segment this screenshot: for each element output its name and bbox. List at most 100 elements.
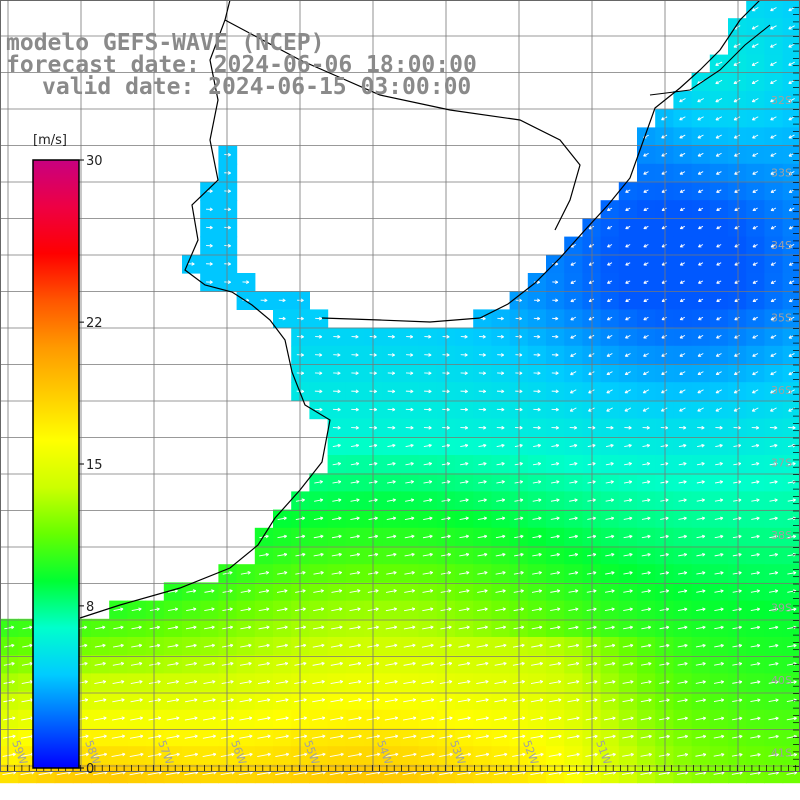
wind-arrow bbox=[384, 753, 399, 757]
wind-arrow bbox=[423, 481, 432, 484]
wind-arrow bbox=[659, 699, 670, 703]
wind-arrow bbox=[787, 626, 797, 630]
wind-arrow bbox=[678, 444, 687, 447]
wind-arrow bbox=[714, 590, 724, 593]
wind-arrow bbox=[493, 771, 508, 776]
wind-arrow bbox=[384, 699, 398, 703]
wind-arrow bbox=[695, 681, 706, 684]
wind-arrow bbox=[750, 717, 761, 721]
wind-arrow bbox=[276, 608, 288, 612]
wind-arrow bbox=[113, 626, 124, 630]
wind-arrow bbox=[385, 644, 398, 648]
wind-arrow bbox=[586, 572, 597, 575]
wind-arrow bbox=[476, 644, 489, 648]
wind-arrow bbox=[94, 644, 106, 648]
wind-arrow bbox=[257, 717, 271, 721]
wind-arrow bbox=[257, 753, 271, 757]
wind-arrow bbox=[606, 389, 613, 394]
wind-arrow bbox=[203, 717, 216, 721]
wind-arrow bbox=[3, 662, 15, 666]
wind-arrow bbox=[221, 662, 234, 666]
wind-arrow bbox=[239, 662, 252, 666]
wind-arrow bbox=[715, 389, 722, 394]
wind-arrow bbox=[752, 407, 759, 412]
wind-arrow bbox=[330, 680, 343, 685]
wind-arrow bbox=[495, 626, 506, 630]
wind-arrow bbox=[129, 771, 144, 776]
wind-arrow bbox=[422, 590, 433, 593]
wind-arrow bbox=[404, 553, 415, 557]
wind-arrow bbox=[421, 662, 434, 666]
wind-arrow bbox=[768, 699, 779, 703]
wind-arrow bbox=[532, 571, 542, 575]
wind-arrow bbox=[130, 662, 143, 666]
wind-arrow bbox=[551, 462, 560, 466]
wind-arrow bbox=[769, 444, 778, 448]
wind-arrow bbox=[731, 735, 743, 739]
wind-arrow bbox=[715, 371, 722, 375]
wind-arrow bbox=[3, 699, 15, 703]
wind-arrow bbox=[586, 644, 597, 648]
wind-arrow bbox=[458, 590, 470, 593]
wind-arrow bbox=[458, 608, 470, 612]
wind-arrow bbox=[788, 116, 795, 121]
wind-arrow bbox=[258, 626, 270, 630]
wind-arrow bbox=[715, 462, 723, 466]
wind-arrow bbox=[586, 553, 597, 557]
wind-arrow bbox=[733, 407, 741, 412]
wind-arrow bbox=[768, 753, 779, 757]
wind-arrow bbox=[677, 626, 688, 630]
wind-arrow bbox=[570, 371, 577, 376]
colorbar-tick-label: 30 bbox=[86, 154, 103, 169]
wind-arrow bbox=[752, 98, 759, 103]
wind-arrow bbox=[788, 43, 795, 48]
wind-arrow bbox=[402, 753, 417, 757]
wind-arrow bbox=[313, 571, 324, 575]
wind-arrow bbox=[168, 590, 178, 593]
wind-arrow bbox=[752, 116, 759, 121]
wind-arrow bbox=[457, 753, 471, 757]
wind-arrow bbox=[733, 462, 741, 466]
wind-arrow bbox=[475, 753, 489, 757]
wind-arrow bbox=[38, 771, 53, 776]
wind-arrow bbox=[786, 717, 797, 721]
wind-arrow bbox=[332, 517, 342, 520]
wind-arrow bbox=[750, 663, 761, 666]
wind-arrow bbox=[238, 753, 253, 757]
wind-arrow bbox=[622, 772, 634, 775]
wind-arrow bbox=[476, 699, 489, 703]
wind-arrow bbox=[331, 590, 342, 593]
wind-arrow bbox=[240, 608, 251, 612]
latitude-label: 40S bbox=[771, 674, 792, 687]
wind-arrow bbox=[257, 699, 271, 703]
wind-arrow bbox=[185, 699, 198, 703]
lat-lon-grid bbox=[0, 0, 800, 772]
wind-arrow bbox=[530, 717, 544, 721]
wind-arrow bbox=[732, 626, 742, 630]
wind-arrow bbox=[568, 608, 579, 612]
latitude-label: 39S bbox=[771, 602, 792, 615]
wind-arrow bbox=[350, 444, 359, 448]
wind-arrow bbox=[642, 481, 651, 484]
wind-arrow bbox=[678, 572, 687, 575]
wind-arrow bbox=[678, 553, 687, 557]
wind-arrow bbox=[568, 572, 578, 575]
wind-arrow bbox=[606, 371, 613, 375]
wind-arrow bbox=[769, 481, 778, 484]
wind-arrow bbox=[276, 680, 289, 685]
wind-arrow bbox=[788, 98, 795, 103]
wind-arrow bbox=[625, 353, 631, 357]
wind-arrow bbox=[715, 134, 722, 139]
wind-arrow bbox=[733, 499, 742, 502]
wind-arrow bbox=[495, 590, 506, 593]
wind-arrow bbox=[770, 61, 777, 66]
wind-arrow bbox=[531, 644, 543, 648]
wind-arrow bbox=[478, 462, 487, 466]
wind-arrow bbox=[130, 699, 143, 703]
wind-arrow bbox=[751, 462, 760, 466]
wind-arrow bbox=[93, 735, 107, 739]
wind-arrow bbox=[293, 771, 308, 776]
wind-arrow bbox=[204, 626, 215, 630]
wind-arrow bbox=[21, 681, 33, 684]
wind-arrow bbox=[422, 571, 433, 575]
